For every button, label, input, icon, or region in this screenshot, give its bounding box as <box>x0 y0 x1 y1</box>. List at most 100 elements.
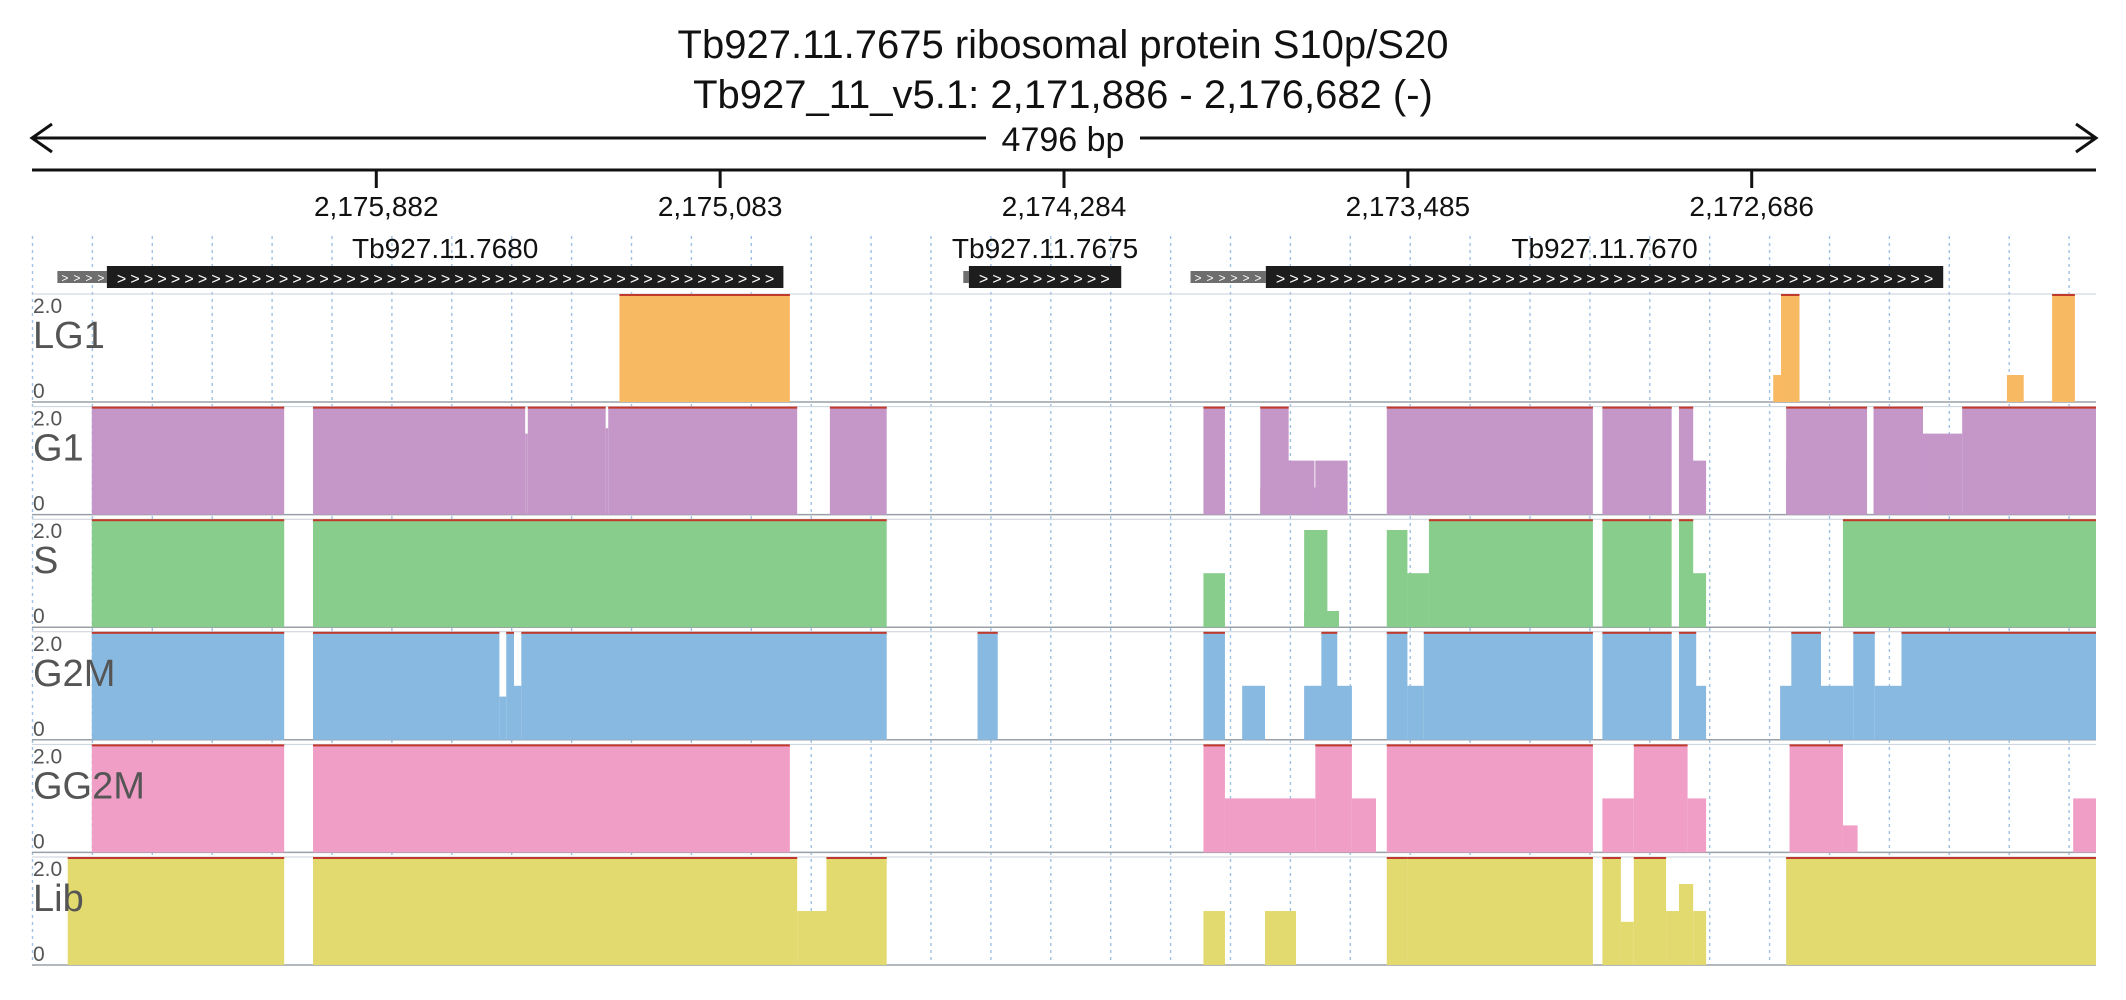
coverage-bar <box>1842 825 1858 853</box>
coverage-bar <box>1386 744 1593 853</box>
y-min-label: 0 <box>33 493 45 516</box>
coverage-bar <box>1203 406 1225 515</box>
coverage-bar <box>1242 685 1265 740</box>
max-cap-mark <box>1203 631 1225 634</box>
x-tick-label: 2,174,284 <box>1002 191 1127 222</box>
strand-arrow-icon: > <box>576 271 585 288</box>
strand-arrow-icon: > <box>1856 271 1865 288</box>
strand-arrow-icon: > <box>1046 271 1055 288</box>
track-label: G1 <box>33 428 84 470</box>
coverage-bar <box>313 857 798 965</box>
max-cap-mark <box>91 744 285 747</box>
strand-arrow-icon: > <box>360 271 369 288</box>
max-cap-mark <box>1789 744 1843 747</box>
strand-arrow-icon: > <box>1694 271 1703 288</box>
max-cap-mark <box>1386 631 1408 634</box>
coverage-bar <box>1874 685 1902 740</box>
strand-arrow-icon: > <box>1370 271 1379 288</box>
strand-arrow-icon: > <box>1870 271 1879 288</box>
y-min-label: 0 <box>33 943 45 966</box>
strand-arrow-icon: > <box>1451 271 1460 288</box>
track-label: G2M <box>33 653 115 695</box>
strand-arrow-icon: > <box>765 271 774 288</box>
coverage-bar <box>1330 685 1352 740</box>
strand-arrow-icon: > <box>400 271 409 288</box>
max-cap-mark <box>1678 631 1697 634</box>
strand-arrow-icon: > <box>1735 271 1744 288</box>
max-cap-mark <box>1602 857 1621 859</box>
strand-arrow-icon: > <box>1816 271 1825 288</box>
strand-arrow-icon: > <box>657 271 666 288</box>
coverage-bar <box>91 406 285 515</box>
coverage-bar <box>1407 857 1593 965</box>
strand-arrow-icon: > <box>1195 271 1202 285</box>
coverage-bar <box>1315 460 1348 515</box>
strand-arrow-icon: > <box>1289 271 1298 288</box>
coverage-bar <box>1786 460 1843 515</box>
span-label: 4796 bp <box>1002 121 1125 159</box>
max-cap-mark <box>1602 519 1672 522</box>
strand-arrow-icon: > <box>522 271 531 288</box>
strand-arrow-icon: > <box>117 271 126 288</box>
strand-arrow-icon: > <box>1654 271 1663 288</box>
strand-arrow-icon: > <box>1559 271 1568 288</box>
strand-arrow-icon: > <box>979 271 988 288</box>
gene-utr <box>1190 271 1266 283</box>
coverage-bar <box>1386 631 1408 740</box>
max-cap-mark <box>1386 406 1593 409</box>
coverage-bar <box>2006 375 2024 402</box>
strand-arrow-icon: > <box>387 271 396 288</box>
span-label-bg <box>986 118 1140 158</box>
strand-arrow-icon: > <box>1438 271 1447 288</box>
gene-body <box>1265 266 1944 288</box>
max-cap-mark <box>1853 631 1875 634</box>
y-max-label: 2.0 <box>33 745 62 768</box>
max-cap-mark <box>1633 744 1688 747</box>
coverage-bar <box>1283 460 1315 515</box>
x-tick-label: 2,172,686 <box>1689 191 1814 222</box>
max-cap-mark <box>1407 857 1593 859</box>
coverage-bar <box>1203 573 1225 628</box>
strand-arrow-icon: > <box>1465 271 1474 288</box>
strand-arrow-icon: > <box>346 271 355 288</box>
strand-arrow-icon: > <box>1478 271 1487 288</box>
coverage-bar <box>608 406 798 515</box>
strand-arrow-icon: > <box>1883 271 1892 288</box>
track-label: GG2M <box>33 765 145 807</box>
max-cap-mark <box>67 857 285 859</box>
coverage-bar <box>1203 744 1225 853</box>
strand-arrow-icon: > <box>1532 271 1541 288</box>
gene-models: > > > > > > > > > > > > > > > > > > > > > > > > > > > > > > > > > > > > > > > >… <box>57 233 1944 288</box>
strand-arrow-icon: > <box>1219 271 1226 285</box>
strand-arrow-icon: > <box>1897 271 1906 288</box>
max-cap-mark <box>91 406 285 409</box>
strand-arrow-icon: > <box>1424 271 1433 288</box>
gene-utr <box>963 271 969 283</box>
max-cap-mark <box>977 631 998 634</box>
coverage-bar <box>1602 798 1634 853</box>
coverage-bar <box>527 406 606 515</box>
max-cap-mark <box>527 406 606 409</box>
coverage-bar <box>313 519 887 628</box>
coverage-bar <box>1304 530 1328 628</box>
strand-arrow-icon: > <box>61 271 68 285</box>
coverage-bar <box>1351 798 1377 853</box>
chart-title-gene: Tb927.11.7675 ribosomal protein S10p/S20 <box>678 23 1449 67</box>
coverage-bar <box>1687 798 1707 853</box>
coverage-bar <box>829 406 887 515</box>
coverage-bar <box>1922 433 1963 515</box>
gene-body <box>106 266 784 288</box>
strand-arrow-icon: > <box>184 271 193 288</box>
coverage-bar <box>1602 406 1672 515</box>
strand-arrow-icon: > <box>1243 271 1250 285</box>
coverage-bar <box>1602 857 1621 965</box>
gene-label: Tb927.11.7680 <box>352 233 538 264</box>
right-arrow-icon <box>2075 122 2099 154</box>
coverage-bar <box>1428 519 1593 628</box>
max-cap-mark <box>1786 857 2096 859</box>
coverage-bar <box>1678 460 1707 515</box>
track-lg1: 2.0 0 LG1 <box>32 293 2096 403</box>
track-label: LG1 <box>33 315 105 357</box>
gene-label: Tb927.11.7670 <box>1511 233 1697 264</box>
strand-arrow-icon: > <box>616 271 625 288</box>
